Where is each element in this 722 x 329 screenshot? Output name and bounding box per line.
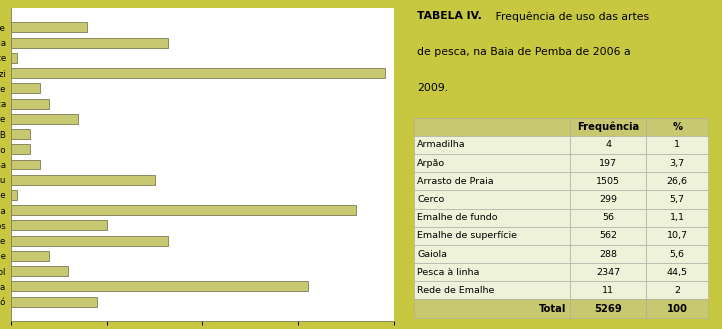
Bar xyxy=(11,38,168,48)
Text: 3,7: 3,7 xyxy=(669,159,684,167)
Bar xyxy=(414,281,570,299)
Bar xyxy=(646,172,708,190)
Text: 562: 562 xyxy=(599,231,617,240)
Bar xyxy=(11,220,107,230)
Text: 288: 288 xyxy=(599,249,617,259)
Text: Pesca à linha: Pesca à linha xyxy=(417,268,479,277)
Bar xyxy=(11,68,385,78)
Bar xyxy=(646,190,708,209)
Bar xyxy=(570,118,646,136)
Text: Total: Total xyxy=(539,304,566,314)
Text: Frequência: Frequência xyxy=(577,121,639,132)
Bar xyxy=(570,281,646,299)
Bar xyxy=(11,190,17,200)
Bar xyxy=(11,175,155,185)
Text: 100: 100 xyxy=(666,304,687,314)
Bar xyxy=(11,144,30,154)
Text: de pesca, na Baia de Pemba de 2006 a: de pesca, na Baia de Pemba de 2006 a xyxy=(417,47,630,57)
Text: 2347: 2347 xyxy=(596,268,620,277)
Bar xyxy=(570,227,646,245)
Text: 1,1: 1,1 xyxy=(670,213,684,222)
Bar xyxy=(570,190,646,209)
Bar xyxy=(646,281,708,299)
Bar xyxy=(11,83,40,93)
Text: 1505: 1505 xyxy=(596,177,620,186)
Text: Frequência de uso das artes: Frequência de uso das artes xyxy=(492,12,649,22)
Text: 5,7: 5,7 xyxy=(670,195,684,204)
Bar xyxy=(11,22,87,32)
Text: 26,6: 26,6 xyxy=(666,177,687,186)
Text: 5,6: 5,6 xyxy=(670,249,684,259)
Bar xyxy=(11,236,168,246)
Bar xyxy=(11,99,49,109)
Bar xyxy=(414,245,570,263)
Bar xyxy=(414,190,570,209)
Bar xyxy=(11,160,40,169)
Bar xyxy=(646,227,708,245)
Bar xyxy=(646,263,708,281)
Bar xyxy=(11,53,17,63)
Bar xyxy=(646,136,708,154)
Text: Gaiola: Gaiola xyxy=(417,249,448,259)
Text: TABELA IV.: TABELA IV. xyxy=(417,12,482,21)
Bar xyxy=(570,245,646,263)
Bar xyxy=(570,299,646,318)
Bar xyxy=(414,299,570,318)
Text: Emalhe de superfície: Emalhe de superfície xyxy=(417,231,518,240)
Text: 56: 56 xyxy=(602,213,614,222)
Bar xyxy=(11,297,97,307)
Bar xyxy=(11,205,356,215)
Bar xyxy=(570,154,646,172)
Bar xyxy=(570,172,646,190)
Bar xyxy=(414,172,570,190)
Text: Armadilha: Armadilha xyxy=(417,140,466,149)
Bar xyxy=(414,263,570,281)
Text: 2: 2 xyxy=(674,286,680,295)
Bar xyxy=(414,118,570,136)
Text: Arrasto de Praia: Arrasto de Praia xyxy=(417,177,494,186)
Text: Arpão: Arpão xyxy=(417,159,445,167)
Bar xyxy=(646,299,708,318)
Bar xyxy=(11,251,49,261)
Bar xyxy=(570,263,646,281)
Bar xyxy=(646,209,708,227)
Bar xyxy=(414,154,570,172)
Text: 2009.: 2009. xyxy=(417,83,448,93)
Text: 4: 4 xyxy=(605,140,611,149)
Text: Rede de Emalhe: Rede de Emalhe xyxy=(417,286,495,295)
Bar xyxy=(646,118,708,136)
Bar xyxy=(570,136,646,154)
Text: Cerco: Cerco xyxy=(417,195,445,204)
Bar xyxy=(11,281,308,291)
Text: 10,7: 10,7 xyxy=(666,231,687,240)
Bar xyxy=(414,209,570,227)
Bar xyxy=(646,154,708,172)
Bar xyxy=(646,245,708,263)
Text: 1: 1 xyxy=(674,140,680,149)
Text: 11: 11 xyxy=(602,286,614,295)
Bar xyxy=(11,114,78,124)
Text: %: % xyxy=(672,122,682,132)
Text: 197: 197 xyxy=(599,159,617,167)
Bar xyxy=(570,209,646,227)
Bar xyxy=(11,266,69,276)
Text: 5269: 5269 xyxy=(594,304,622,314)
Bar xyxy=(414,136,570,154)
Text: 299: 299 xyxy=(599,195,617,204)
Bar xyxy=(11,129,30,139)
Text: 44,5: 44,5 xyxy=(666,268,687,277)
Text: Emalhe de fundo: Emalhe de fundo xyxy=(417,213,498,222)
Bar xyxy=(414,227,570,245)
